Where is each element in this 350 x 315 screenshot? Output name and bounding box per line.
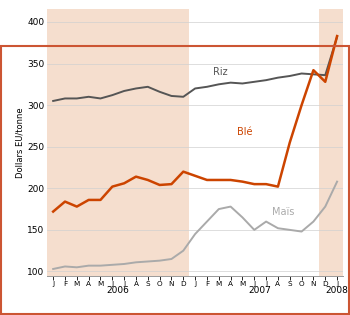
Text: 2007: 2007	[249, 286, 272, 295]
Bar	[47, 9, 189, 276]
Text: 2008: 2008	[326, 286, 349, 295]
Text: Maïs: Maïs	[272, 207, 294, 217]
Text: Riz: Riz	[213, 67, 228, 77]
Text: Prix internationaux de certaines céréales: Prix internationaux de certaines céréale…	[12, 18, 255, 31]
Text: 2006: 2006	[107, 286, 130, 295]
Text: Blé: Blé	[237, 127, 252, 137]
Bar	[319, 9, 343, 276]
Y-axis label: Dollars EU/tonne: Dollars EU/tonne	[15, 107, 24, 178]
